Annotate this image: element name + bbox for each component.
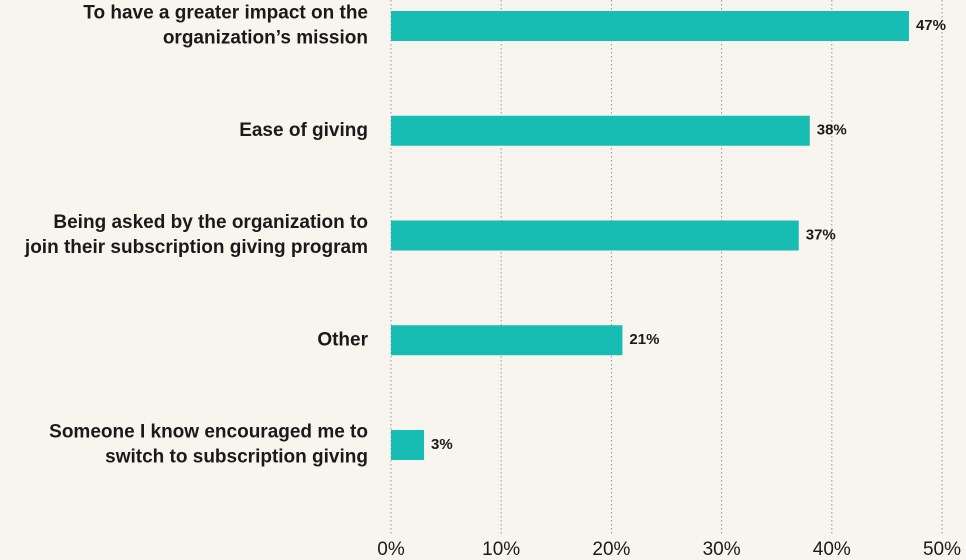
x-tick-label: 40%: [813, 539, 851, 560]
value-label: 38%: [817, 122, 847, 139]
category-label: Being asked by the organization to join t…: [24, 212, 368, 258]
bar: [391, 115, 810, 146]
category-label-line: organization’s mission: [163, 28, 368, 49]
x-tick-label: 30%: [703, 539, 741, 560]
bar: [391, 325, 623, 356]
category-label-line: To have a greater impact on the: [83, 3, 368, 24]
value-label: 37%: [806, 226, 836, 243]
x-tick-label: 20%: [592, 539, 630, 560]
category-label: Ease of giving: [239, 120, 368, 141]
x-tick-label: 0%: [377, 539, 405, 560]
category-label-line: switch to subscription giving: [105, 447, 368, 468]
category-label-line: join their subscription giving program: [24, 237, 368, 258]
x-tick-label: 50%: [923, 539, 961, 560]
x-tick-label: 10%: [482, 539, 520, 560]
category-label: Someone I know encouraged me to switch to…: [49, 422, 368, 468]
value-label: 3%: [431, 436, 453, 453]
category-label-line: Being asked by the organization to: [53, 212, 368, 233]
bar: [391, 11, 909, 41]
category-label-line: Ease of giving: [239, 120, 368, 141]
category-label-line: Other: [317, 329, 368, 350]
value-label: 21%: [629, 331, 659, 348]
category-label: Other: [317, 329, 368, 350]
bar: [391, 220, 799, 251]
category-label: To have a greater impact on the organizat…: [83, 3, 368, 49]
bar: [391, 430, 425, 460]
value-label: 47%: [916, 17, 946, 34]
category-label-line: Someone I know encouraged me to: [49, 422, 368, 443]
